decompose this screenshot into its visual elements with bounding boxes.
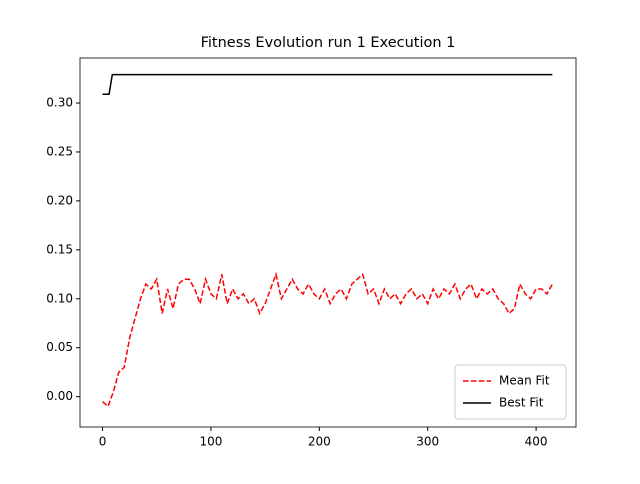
y-tick-label: 0.20 bbox=[46, 193, 73, 207]
y-tick-label: 0.30 bbox=[46, 96, 73, 110]
plot-frame bbox=[79, 57, 577, 428]
y-tick-label: 0.25 bbox=[46, 144, 73, 158]
x-tick-label: 0 bbox=[99, 435, 107, 449]
legend-label: Mean Fit bbox=[499, 374, 550, 388]
chart-title: Fitness Evolution run 1 Execution 1 bbox=[201, 35, 456, 51]
legend-box bbox=[454, 364, 567, 420]
legend-label: Best Fit bbox=[499, 396, 544, 410]
y-tick-label: 0.10 bbox=[46, 291, 73, 305]
x-tick-label: 200 bbox=[308, 435, 331, 449]
x-tick-label: 300 bbox=[416, 435, 439, 449]
x-tick-label: 400 bbox=[525, 435, 548, 449]
line-series bbox=[102, 271, 554, 408]
x-tick-label: 100 bbox=[199, 435, 222, 449]
y-tick-label: 0.00 bbox=[46, 389, 73, 403]
y-tick-label: 0.05 bbox=[46, 340, 73, 354]
line-series bbox=[102, 73, 553, 95]
y-tick-label: 0.15 bbox=[46, 242, 73, 256]
